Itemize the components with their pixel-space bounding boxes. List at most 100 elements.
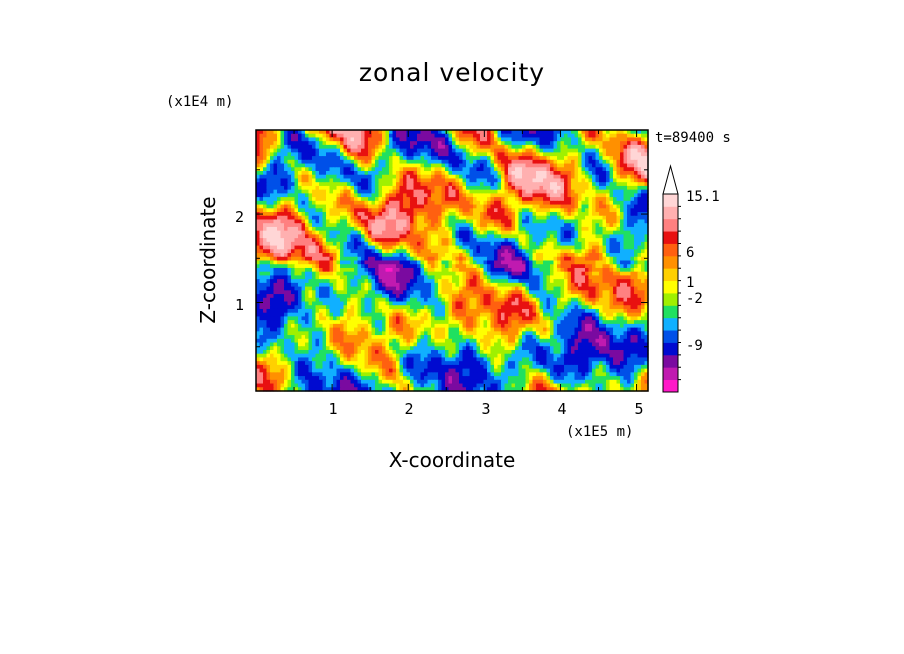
heatmap-cell [413, 148, 418, 153]
heatmap-cell [270, 260, 275, 265]
heatmap-cell [266, 204, 271, 209]
heatmap-cell [364, 249, 369, 254]
heatmap-cell [560, 137, 565, 142]
heatmap-cell [501, 279, 506, 284]
heatmap-cell [322, 174, 327, 180]
heatmap-cell [466, 267, 471, 273]
heatmap-cell [417, 223, 422, 228]
heatmap-cell [599, 264, 604, 269]
heatmap-cell [497, 223, 502, 228]
heatmap-cell [378, 241, 383, 247]
heatmap-cell [266, 215, 271, 221]
heatmap-cell [441, 275, 446, 280]
heatmap-cell [448, 241, 453, 247]
heatmap-cell [294, 178, 299, 183]
heatmap-cell [312, 279, 317, 284]
heatmap-cell [518, 260, 523, 265]
heatmap-cell [522, 253, 527, 258]
heatmap-cell [497, 193, 502, 198]
heatmap-cell [606, 163, 611, 168]
heatmap-cell [326, 219, 331, 224]
heatmap-cell [536, 286, 541, 291]
heatmap-cell [483, 215, 488, 221]
heatmap-cell [637, 241, 642, 247]
heatmap-cell [644, 144, 649, 150]
heatmap-cell [616, 182, 621, 187]
heatmap-cell [277, 253, 282, 258]
heatmap-cell [266, 182, 271, 187]
heatmap-cell [347, 290, 352, 295]
heatmap-cell [441, 178, 446, 183]
heatmap-cell [350, 163, 355, 168]
heatmap-cell [448, 212, 453, 217]
heatmap-cell [550, 174, 555, 180]
heatmap-cell [557, 156, 562, 161]
heatmap-cell [298, 167, 303, 172]
heatmap-cell [602, 174, 607, 180]
heatmap-cell [336, 219, 341, 224]
heatmap-cell [532, 253, 537, 258]
heatmap-cell [630, 279, 635, 284]
heatmap-cell [375, 260, 380, 265]
heatmap-cell [532, 226, 537, 232]
heatmap-cell [574, 223, 579, 228]
heatmap-cell [417, 174, 422, 180]
heatmap-cell [613, 275, 618, 280]
heatmap-cell [287, 137, 292, 142]
heatmap-cell [459, 215, 464, 221]
heatmap-cell [277, 189, 282, 194]
heatmap-cell [284, 260, 289, 265]
heatmap-cell [333, 219, 338, 224]
heatmap-cell [396, 204, 401, 209]
heatmap-cell [256, 197, 261, 202]
heatmap-cell [546, 208, 551, 213]
heatmap-cell [532, 141, 537, 146]
heatmap-cell [441, 234, 446, 239]
heatmap-cell [592, 171, 597, 176]
heatmap-cell [550, 219, 555, 224]
heatmap-cell [581, 178, 586, 183]
heatmap-cell [270, 185, 275, 191]
heatmap-cell [613, 249, 618, 254]
heatmap-cell [630, 182, 635, 187]
heatmap-cell [567, 230, 572, 235]
heatmap-cell [280, 174, 285, 180]
heatmap-cell [518, 163, 523, 168]
heatmap-cell [308, 182, 313, 187]
heatmap-cell [336, 182, 341, 187]
heatmap-cell [277, 130, 282, 135]
heatmap-cell [567, 256, 572, 262]
heatmap-cell [399, 152, 404, 157]
heatmap-cell [308, 290, 313, 295]
heatmap-cell [518, 182, 523, 187]
heatmap-cell [585, 282, 590, 288]
heatmap-cell [494, 189, 499, 194]
heatmap-cell [263, 141, 268, 146]
heatmap-cell [529, 234, 534, 239]
heatmap-cell [434, 260, 439, 265]
heatmap-cell [581, 144, 586, 150]
heatmap-cell [441, 260, 446, 265]
heatmap-cell [277, 141, 282, 146]
heatmap-cell [382, 215, 387, 221]
heatmap-cell [392, 167, 397, 172]
heatmap-cell [494, 193, 499, 198]
heatmap-cell [483, 212, 488, 217]
heatmap-cell [378, 245, 383, 250]
heatmap-cell [343, 141, 348, 146]
heatmap-cell [637, 275, 642, 280]
heatmap-cell [627, 137, 632, 142]
heatmap-cell [294, 249, 299, 254]
heatmap-cell [571, 279, 576, 284]
heatmap-cell [424, 204, 429, 209]
heatmap-cell [256, 245, 261, 250]
heatmap-cell [431, 256, 436, 262]
heatmap-cell [371, 148, 376, 153]
heatmap-cell [630, 219, 635, 224]
heatmap-cell [441, 182, 446, 187]
heatmap-cell [529, 156, 534, 161]
heatmap-cell [466, 275, 471, 280]
heatmap-cell [375, 264, 380, 269]
heatmap-cell [536, 152, 541, 157]
heatmap-cell [284, 178, 289, 183]
